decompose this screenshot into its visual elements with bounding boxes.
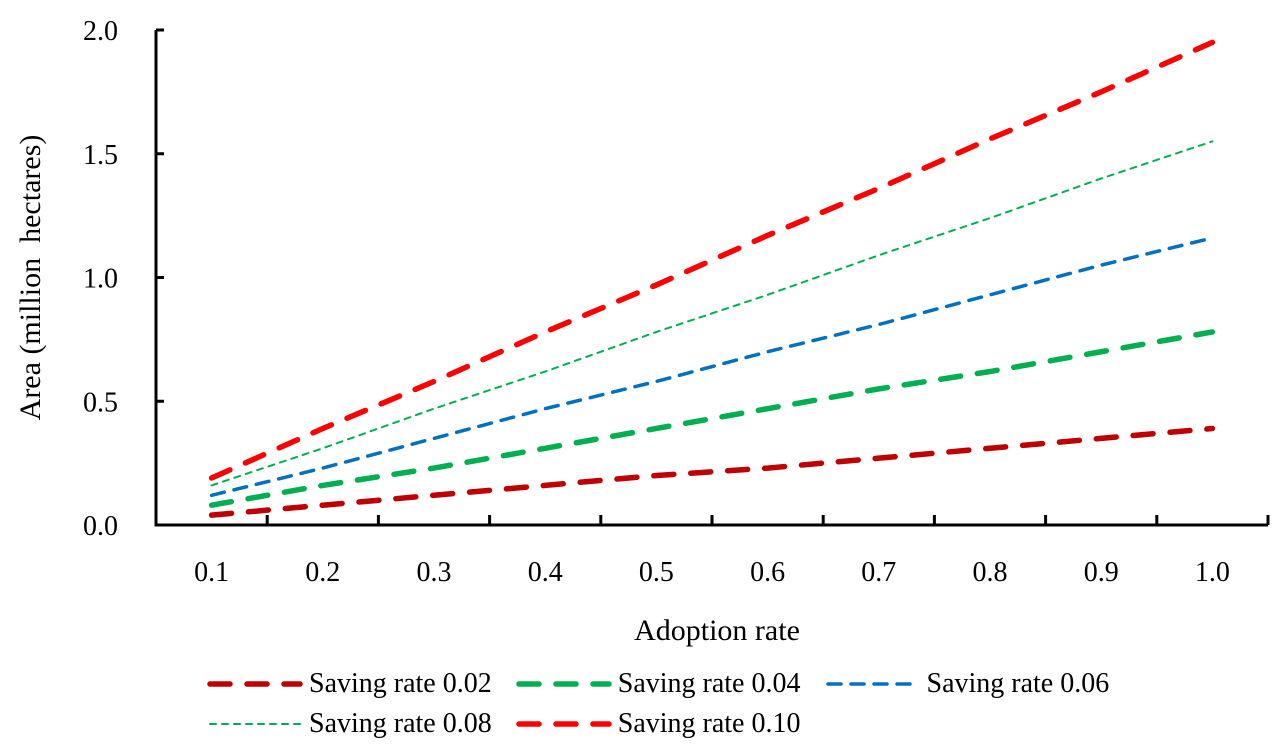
axes-layer xyxy=(154,30,1268,527)
line-chart: 0.0 0.5 1.0 1.5 2.0 0.1 0.2 0.3 0.4 0.5 0.6 0.7 0.8… xyxy=(14,16,1270,647)
legend-swatch xyxy=(825,682,920,686)
legend-item-saving-rate-0.10: Saving rate 0.10 xyxy=(514,708,801,740)
legend-swatch xyxy=(207,681,303,687)
y-tick-label: 1.5 xyxy=(83,140,118,171)
legend-item-saving-rate-0.06: Saving rate 0.06 xyxy=(823,668,1110,700)
x-tick-label: 0.7 xyxy=(861,557,896,588)
y-axis-title: Area (million hectares) xyxy=(14,135,47,421)
series-line-saving-rate-0.02 xyxy=(208,425,1216,518)
series-line-saving-rate-0.08 xyxy=(210,140,1214,487)
legend-label: Saving rate 0.06 xyxy=(926,668,1110,699)
legend-item-saving-rate-0.08: Saving rate 0.08 xyxy=(205,708,492,740)
y-tick-label: 0.5 xyxy=(83,387,118,418)
x-tick-label: 0.4 xyxy=(528,557,563,588)
legend-row: Saving rate 0.02 Saving rate 0.04 Saving… xyxy=(205,664,1265,704)
x-tick-label: 0.5 xyxy=(639,557,674,588)
x-tick-label: 0.9 xyxy=(1084,557,1119,588)
legend: Saving rate 0.02 Saving rate 0.04 Saving… xyxy=(205,664,1265,744)
x-axis-title: Adoption rate xyxy=(634,614,800,647)
legend-swatch xyxy=(516,721,612,727)
legend-row: Saving rate 0.08 Saving rate 0.10 xyxy=(205,704,1265,744)
legend-label: Saving rate 0.02 xyxy=(309,668,492,699)
y-tick-label: 2.0 xyxy=(83,16,118,47)
legend-swatch xyxy=(516,681,612,687)
legend-label: Saving rate 0.04 xyxy=(617,668,801,699)
x-tick-label: 0.2 xyxy=(305,557,340,588)
y-ticks: 0.0 0.5 1.0 1.5 2.0 xyxy=(83,16,164,542)
y-tick-label: 1.0 xyxy=(83,264,118,295)
series-line-saving-rate-0.04 xyxy=(208,329,1216,508)
x-tick-label: 0.1 xyxy=(194,557,229,588)
x-tick-label: 0.3 xyxy=(417,557,452,588)
series-line-saving-rate-0.06 xyxy=(209,236,1215,498)
y-tick-label: 0.0 xyxy=(83,511,118,542)
series-line-saving-rate-0.10 xyxy=(208,39,1216,481)
legend-label: Saving rate 0.10 xyxy=(617,708,801,739)
x-tick-label: 0.8 xyxy=(973,557,1008,588)
x-tick-label: 0.6 xyxy=(750,557,785,588)
legend-item-saving-rate-0.04: Saving rate 0.04 xyxy=(514,668,801,700)
legend-item-saving-rate-0.02: Saving rate 0.02 xyxy=(205,668,492,700)
x-tick-label: 1.0 xyxy=(1195,557,1230,588)
legend-swatch xyxy=(209,723,301,725)
series-layer xyxy=(208,39,1216,518)
x-ticks: 0.1 0.2 0.3 0.4 0.5 0.6 0.7 0.8 0.9 1.0 xyxy=(154,515,1270,588)
legend-label: Saving rate 0.08 xyxy=(309,708,492,739)
